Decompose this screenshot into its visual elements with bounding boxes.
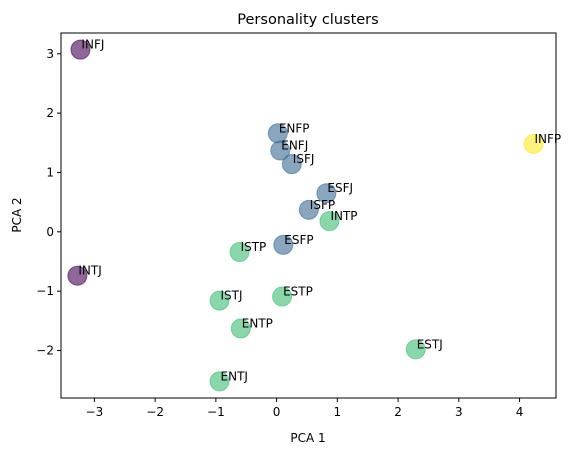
- point-label-esfp: ESFP: [284, 233, 313, 247]
- point-infp: [523, 133, 544, 154]
- x-tick-label: 4: [516, 405, 524, 419]
- y-tick-label: −2: [36, 344, 54, 358]
- point-estj: [405, 339, 426, 360]
- point-label-istj: ISTJ: [221, 289, 243, 303]
- point-label-infp: INFP: [535, 132, 562, 146]
- y-tick-label: 1: [46, 165, 54, 179]
- point-label-intj: INTJ: [78, 264, 101, 278]
- point-label-esfj: ESFJ: [327, 181, 353, 195]
- x-tick-label: −1: [207, 405, 225, 419]
- point-esfp: [273, 234, 294, 255]
- point-label-istp: ISTP: [241, 240, 267, 254]
- x-tick-label: 2: [394, 405, 402, 419]
- point-istp: [229, 242, 250, 262]
- point-label-intp: INTP: [330, 209, 357, 223]
- point-label-enfj: ENFJ: [281, 139, 308, 153]
- x-axis-label: PCA 1: [290, 431, 325, 445]
- point-infj: [70, 39, 91, 60]
- y-tick-label: 3: [46, 47, 54, 61]
- x-tick-label: −2: [146, 405, 164, 419]
- x-tick-label: 0: [273, 405, 281, 419]
- point-label-estj: ESTJ: [417, 337, 443, 351]
- y-axis-label: PCA 2: [10, 197, 24, 232]
- y-tick-label: −1: [36, 284, 54, 298]
- point-estp: [272, 286, 293, 307]
- point-isfp: [298, 199, 319, 220]
- plot-frame: [60, 32, 557, 399]
- point-label-infj: INFJ: [81, 38, 104, 52]
- point-isfj: [281, 154, 302, 175]
- y-tick-label: 0: [46, 225, 54, 239]
- point-label-isfj: ISFJ: [293, 152, 315, 166]
- y-tick-label: 2: [46, 106, 54, 120]
- point-istj: [209, 290, 230, 311]
- x-tick-label: 1: [334, 405, 342, 419]
- point-label-isfp: ISFP: [310, 198, 335, 212]
- point-esfj: [316, 183, 337, 204]
- chart-title: Personality clusters: [237, 12, 378, 28]
- point-label-enfp: ENFP: [279, 121, 310, 135]
- point-label-entj: ENTJ: [221, 369, 248, 383]
- x-tick-label: −3: [86, 405, 104, 419]
- point-intp: [319, 211, 340, 232]
- x-axis-ticks: −3 −2 −1 0 1 2 3 4: [86, 398, 524, 419]
- y-axis-ticks: −2 −1 0 1 2 3: [36, 47, 61, 358]
- point-entj: [209, 371, 230, 392]
- point-enfj: [270, 140, 291, 161]
- point-label-entp: ENTP: [242, 317, 273, 331]
- point-intj: [67, 265, 88, 286]
- x-tick-label: 3: [455, 405, 463, 419]
- point-label-estp: ESTP: [283, 285, 313, 299]
- point-entp: [230, 318, 251, 339]
